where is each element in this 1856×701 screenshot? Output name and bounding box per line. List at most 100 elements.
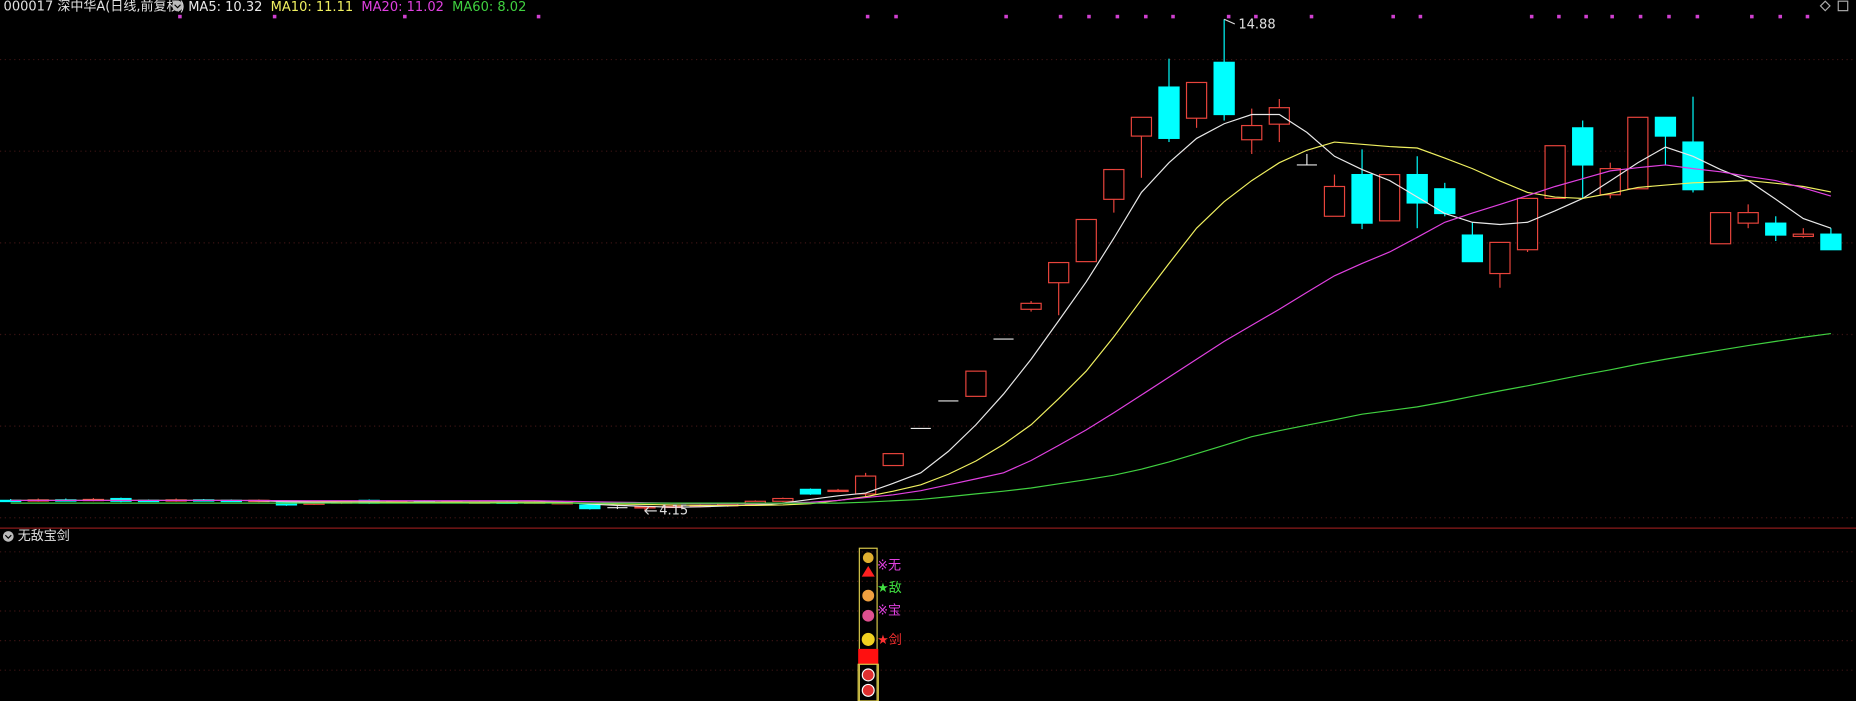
face-icon <box>862 609 875 622</box>
signal-dot <box>1144 14 1148 19</box>
ma-line <box>10 164 1832 505</box>
signal-dot <box>536 14 541 19</box>
candle-body <box>1130 116 1153 137</box>
candle-body <box>1682 141 1704 191</box>
candle-body <box>1737 212 1759 224</box>
candle-body <box>772 497 794 502</box>
signal-dot <box>1171 14 1175 19</box>
candle-body <box>1765 222 1787 236</box>
signal-dot <box>1778 14 1783 19</box>
moneybag-icon <box>862 552 874 564</box>
signal-dot <box>403 14 407 19</box>
signal-dot <box>1638 14 1643 19</box>
signal-frame <box>858 547 878 701</box>
indicator-icon[interactable] <box>2 531 14 542</box>
signal-dot <box>1004 14 1008 19</box>
legend-entry: MA10: 11.11 <box>271 0 353 15</box>
legend-entry: MA5: 10.32 <box>188 0 262 15</box>
signal-dot <box>1584 14 1588 19</box>
candle-body <box>1572 127 1594 166</box>
signal-dot <box>1254 14 1258 19</box>
signal-column <box>857 547 879 701</box>
candle-body <box>1461 234 1484 263</box>
signal-dot <box>1418 14 1423 19</box>
signal-dot <box>1667 14 1671 19</box>
signal-dot <box>1805 14 1810 19</box>
signal-box <box>857 663 879 701</box>
candle-body <box>799 488 822 495</box>
signal-dot <box>272 14 277 19</box>
candle-body <box>1158 86 1180 139</box>
max-label: 14.88 <box>1238 18 1275 33</box>
indicator-label: ※宝 <box>877 604 901 619</box>
signal-dot <box>178 14 182 19</box>
min-label: 4.15 <box>659 503 688 518</box>
grid <box>0 58 1856 671</box>
candle-body <box>1599 168 1621 196</box>
signal-dot <box>1058 14 1063 19</box>
min-arrowhead <box>644 506 649 515</box>
candle-body <box>1351 173 1373 224</box>
legend: MA5: 10.32 MA10: 11.11 MA20: 11.02 MA60: 8.… <box>188 0 526 15</box>
indicator-label: ※无 <box>877 559 901 574</box>
signal-dot <box>865 14 870 19</box>
signal-dot <box>1750 14 1754 19</box>
candle-body <box>1820 233 1842 251</box>
signal-block <box>858 648 879 665</box>
indicator-title: 无敌宝剑 <box>18 528 70 544</box>
window-icon[interactable] <box>1837 0 1849 12</box>
candle-body <box>1709 212 1732 245</box>
candle-body <box>1627 116 1649 190</box>
candle-body <box>1075 218 1097 263</box>
indicator-label: ★敌 <box>877 581 902 596</box>
max-arrow <box>1223 18 1236 25</box>
plot: 14.88 4.15 ※无 ★敌 ※宝 ★剑 <box>0 14 1842 648</box>
signal-dot <box>1557 14 1561 19</box>
signal-dot <box>1610 14 1614 19</box>
chart-title: 000017 深中华A(日线,前复权) <box>4 0 185 15</box>
candle-body <box>1654 116 1677 137</box>
candle-body <box>1268 107 1290 125</box>
smile-icon <box>861 632 875 646</box>
candle-body <box>965 370 987 397</box>
ma-line <box>10 113 1832 508</box>
signal-dot <box>1695 14 1700 19</box>
candle-body <box>1213 61 1235 116</box>
signal-dot <box>1529 14 1534 19</box>
candle-body <box>579 504 601 510</box>
indicator-chevron <box>4 534 12 540</box>
legend-entry: MA60: 8.02 <box>452 0 526 15</box>
ball-icon <box>861 683 875 697</box>
face-icon <box>862 589 875 602</box>
settings-chevron <box>174 4 181 9</box>
ball-icon <box>861 668 875 682</box>
signal-dot <box>1087 14 1091 19</box>
candle-body <box>1103 168 1125 200</box>
candle-body <box>854 475 877 495</box>
candle-body <box>1048 261 1070 284</box>
candle-body <box>1323 185 1346 217</box>
candle-body <box>1185 81 1208 119</box>
candle-body <box>1020 302 1042 310</box>
signal-dot <box>1115 14 1120 19</box>
diamond-icon[interactable] <box>1819 0 1831 12</box>
candle-body <box>1489 241 1511 275</box>
candle-body <box>1406 173 1428 204</box>
signal-dot <box>894 14 898 19</box>
candle-body <box>1378 173 1401 222</box>
indicator-label: ★剑 <box>877 632 902 648</box>
ma-line <box>10 332 1831 504</box>
candle-body <box>1792 233 1814 238</box>
candle-body <box>827 489 849 493</box>
signal-dot <box>1226 14 1231 19</box>
signal-dot <box>1391 14 1395 19</box>
candle-body <box>882 453 904 467</box>
signal-dot <box>1309 14 1314 19</box>
legend-entry: MA20: 11.02 <box>361 0 443 15</box>
candle-body <box>1241 124 1263 141</box>
arrow-icon <box>861 566 875 577</box>
settings-icon[interactable] <box>172 0 183 12</box>
candle-body <box>1544 145 1566 199</box>
